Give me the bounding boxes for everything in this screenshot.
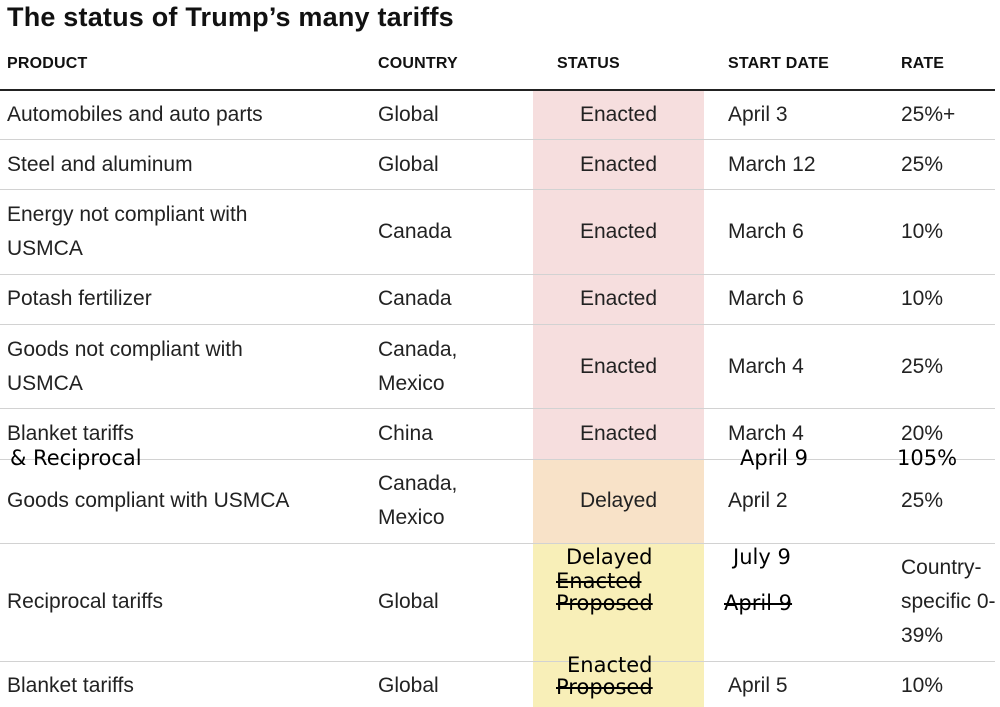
table-row-product: Steel and aluminum (7, 153, 193, 176)
table-row-rate: Country-specific 0-39% (901, 556, 996, 647)
table-row-rate: 10% (901, 287, 944, 310)
table-row-country: Canada (378, 220, 452, 243)
row-divider (0, 408, 995, 409)
page-title: The status of Trump’s many tariffs (7, 2, 454, 32)
row-divider (0, 459, 995, 460)
handwritten-date-new: July 9 (733, 545, 791, 569)
handwritten-status-new: Enacted (567, 653, 653, 677)
table-row-status: Enacted (579, 422, 658, 445)
handwritten-product-addition: & Reciprocal (10, 446, 142, 470)
struck-date: April 9 (724, 591, 793, 615)
table-row-rate: 25% (901, 355, 944, 378)
table-row-product: Reciprocal tariffs (7, 590, 164, 613)
table-row-country: Global (378, 590, 439, 613)
table-row-product: Potash fertilizer (7, 287, 152, 310)
table-row-start-date: April 5 (728, 674, 788, 697)
table-row-country: China (378, 422, 433, 445)
table-row-status: Enacted (579, 355, 658, 378)
handwritten-rate-addition: 105% (897, 446, 958, 470)
header-rate: RATE (901, 55, 945, 72)
header-status: STATUS (557, 55, 620, 72)
table-row-rate: 10% (901, 674, 944, 697)
struck-status-proposed: Proposed (556, 591, 653, 615)
table-row-status: Delayed (579, 489, 658, 512)
table-row-product: Goods compliant with USMCA (7, 489, 290, 512)
table-row-product: Automobiles and auto parts (7, 103, 263, 126)
row-divider (0, 324, 995, 325)
proposed-band (533, 543, 704, 707)
table-row-country: Global (378, 674, 439, 697)
table-row-product: Energy not compliant with USMCA (7, 203, 248, 260)
table-row-rate: 10% (901, 220, 944, 243)
row-divider (0, 274, 995, 275)
header-divider (0, 89, 995, 91)
table-row-start-date: March 4 (728, 422, 804, 445)
row-divider (0, 139, 995, 140)
table-row-rate: 25% (901, 489, 944, 512)
table-row-rate: 20% (901, 422, 944, 445)
struck-status-enacted: Enacted (556, 569, 642, 593)
table-row-rate: 25%+ (901, 103, 956, 126)
table-row-product: Blanket tariffs (7, 674, 134, 697)
header-start-date: START DATE (728, 55, 829, 72)
handwritten-date-addition: April 9 (740, 446, 809, 470)
struck-status-proposed: Proposed (556, 675, 653, 699)
table-row-start-date: March 12 (728, 153, 816, 176)
table-row-status: Enacted (579, 220, 658, 243)
table-row-country: Canada (378, 287, 452, 310)
table-row-product: Blanket tariffs (7, 422, 134, 445)
table-row-country: Global (378, 103, 439, 126)
table-row-start-date: March 4 (728, 355, 804, 378)
table-row-start-date: April 3 (728, 103, 788, 126)
row-divider (0, 661, 995, 662)
table-row-status: Enacted (579, 103, 658, 126)
table-row-status: Enacted (579, 153, 658, 176)
header-country: COUNTRY (378, 55, 458, 72)
handwritten-status-new: Delayed (566, 545, 653, 569)
table-row-start-date: March 6 (728, 220, 804, 243)
header-product: PRODUCT (7, 55, 88, 72)
row-divider (0, 189, 995, 190)
table-row-country: Global (378, 153, 439, 176)
table-row-country: Canada, Mexico (378, 338, 458, 395)
table-row-product: Goods not compliant with USMCA (7, 338, 243, 395)
table-row-start-date: March 6 (728, 287, 804, 310)
table-row-start-date: April 2 (728, 489, 788, 512)
delayed-band (533, 459, 704, 543)
table-row-rate: 25% (901, 153, 944, 176)
table-row-status: Enacted (579, 287, 658, 310)
table-row-country: Canada, Mexico (378, 472, 458, 529)
row-divider (0, 543, 995, 544)
